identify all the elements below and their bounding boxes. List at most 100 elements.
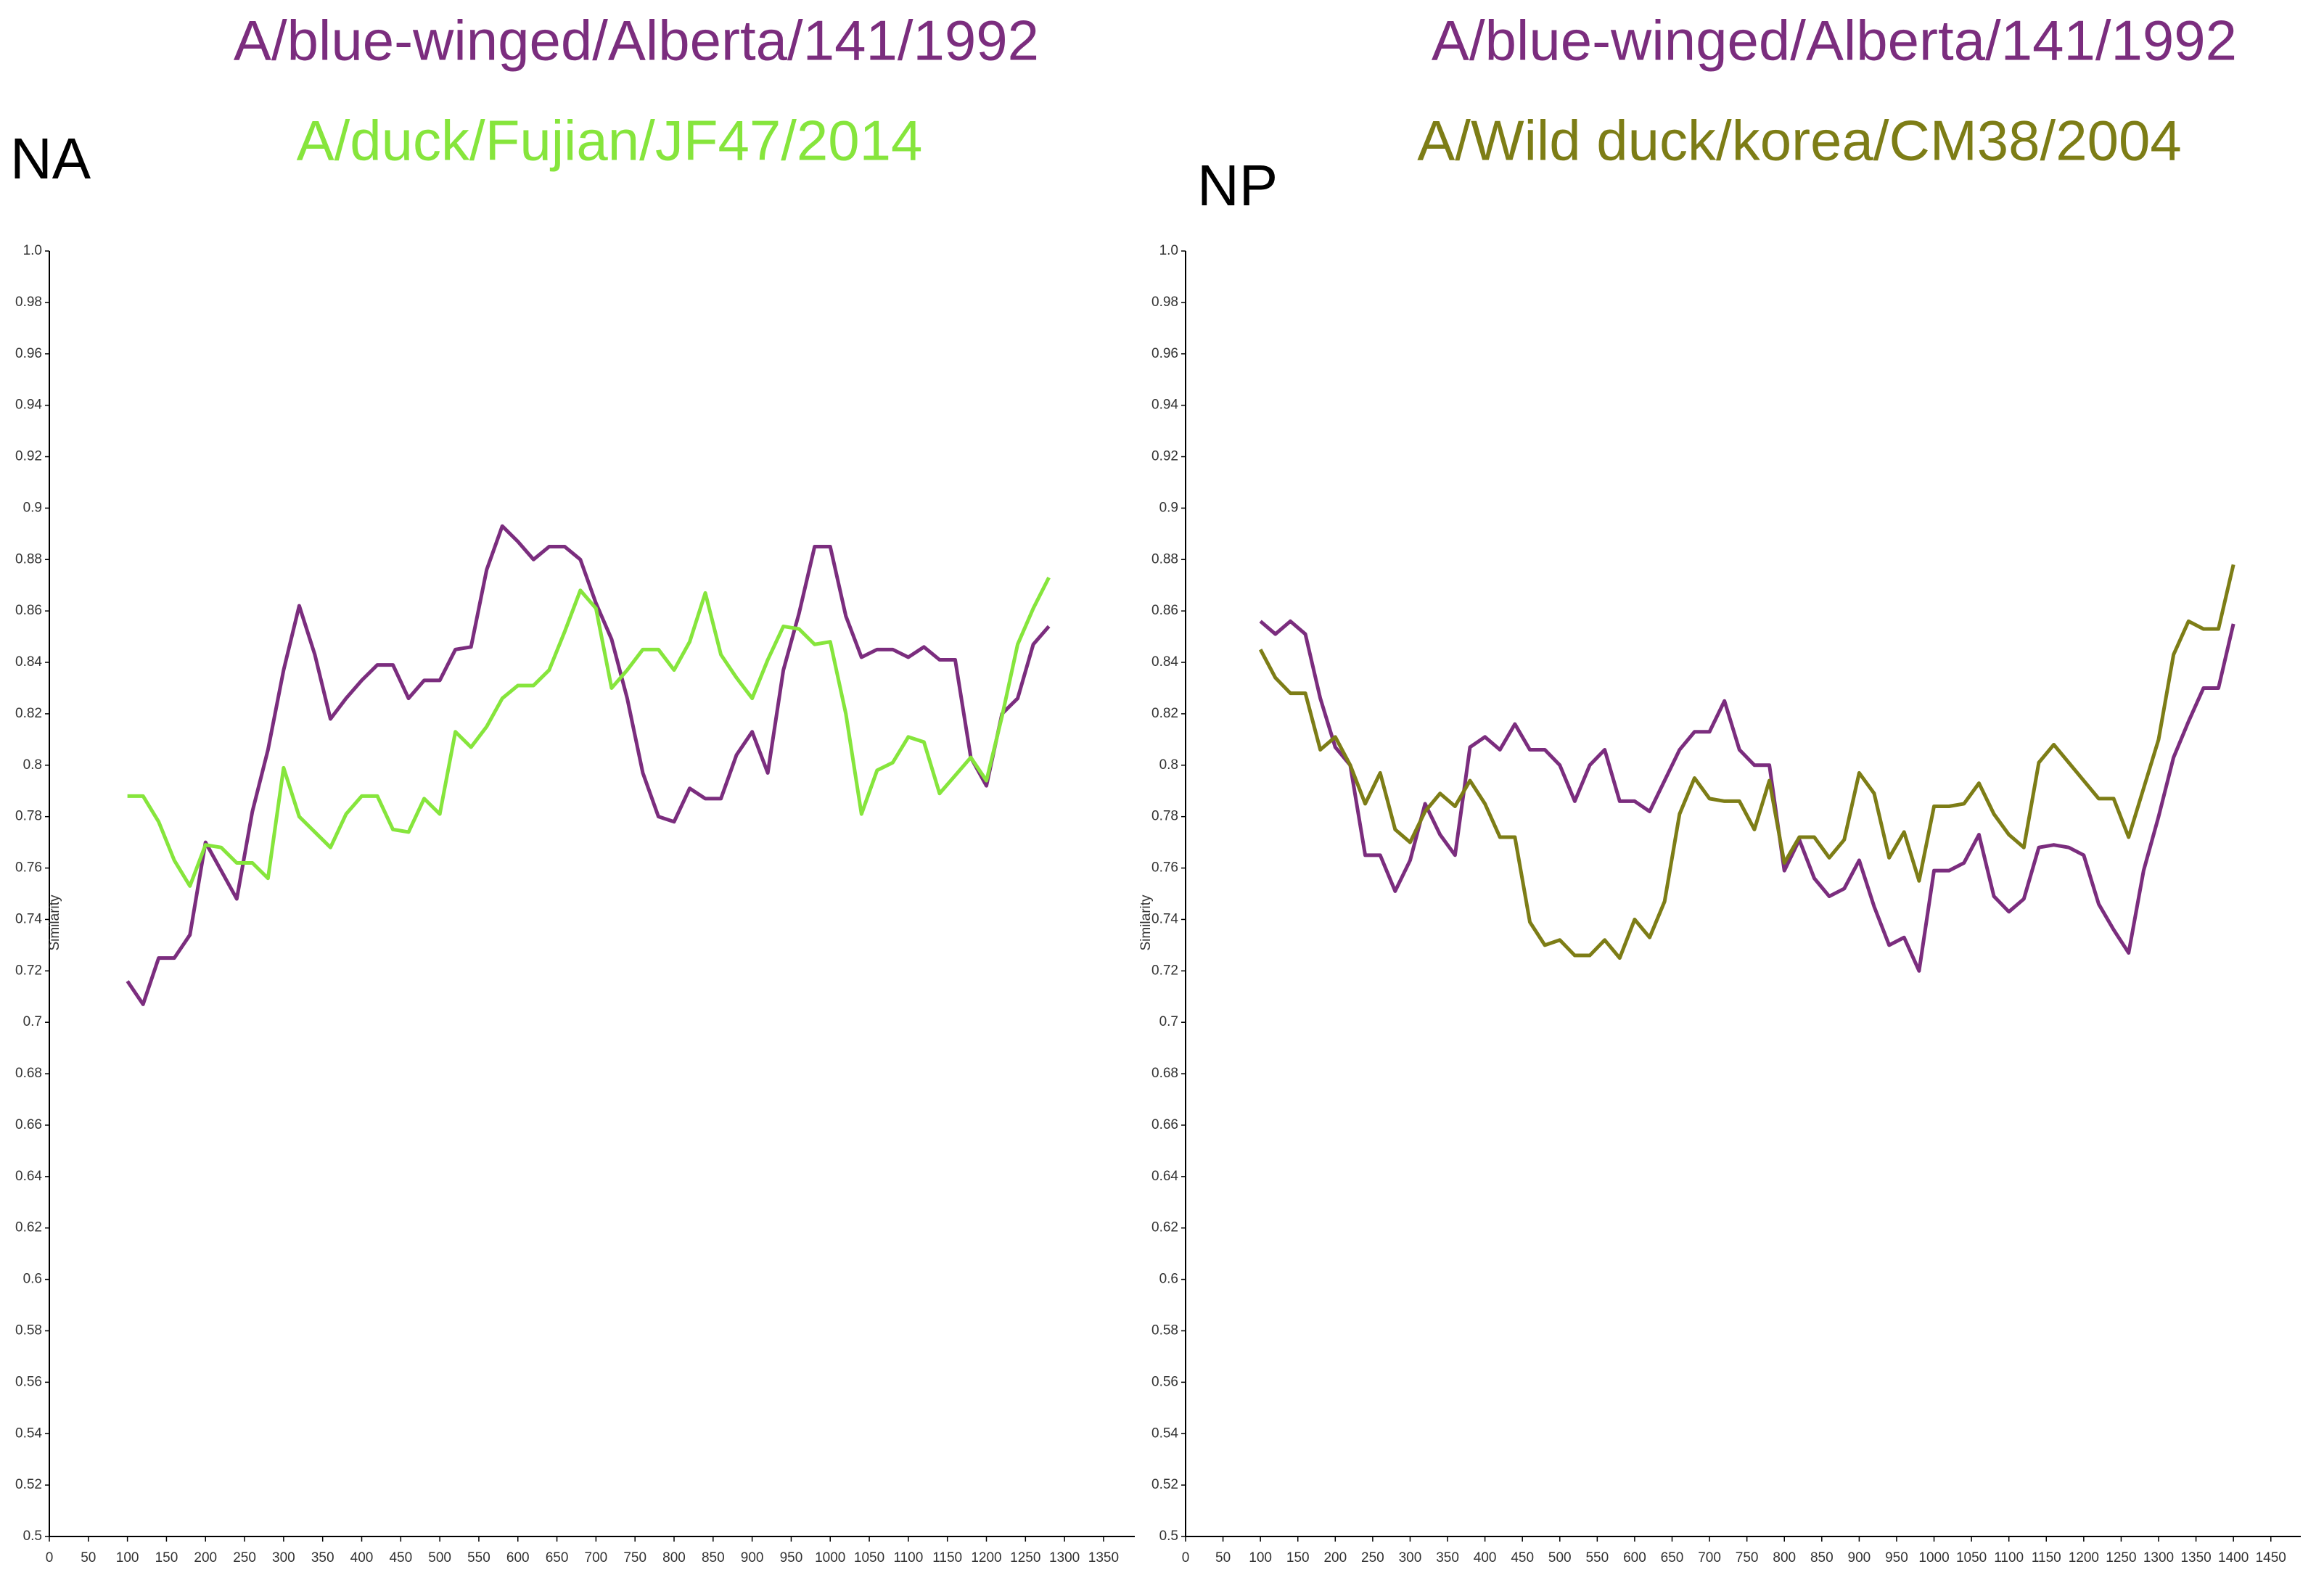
- y-tick-label: 0.88: [15, 551, 42, 567]
- x-tick-label: 900: [741, 1550, 764, 1566]
- x-tick-label: 650: [546, 1550, 569, 1566]
- legend-entry: A/duck/Fujian/JF47/2014: [297, 109, 923, 173]
- y-tick-label: 0.78: [1151, 809, 1178, 824]
- y-tick-label: 0.62: [1151, 1220, 1178, 1235]
- x-tick-label: 400: [1474, 1550, 1497, 1566]
- y-tick-label: 0.84: [1151, 654, 1178, 670]
- x-tick-label: 250: [1361, 1550, 1384, 1566]
- y-tick-label: 0.6: [23, 1272, 42, 1287]
- x-tick-label: 200: [1323, 1550, 1347, 1566]
- x-tick-label: 850: [702, 1550, 725, 1566]
- y-tick-label: 0.74: [1151, 911, 1178, 926]
- x-tick-label: 550: [1585, 1550, 1609, 1566]
- y-tick-label: 0.7: [23, 1014, 42, 1029]
- y-tick-label: 0.66: [15, 1117, 42, 1132]
- x-tick-label: 300: [1399, 1550, 1422, 1566]
- y-tick-label: 0.96: [1151, 346, 1178, 361]
- y-tick-label: 0.92: [15, 449, 42, 464]
- y-tick-label: 1.0: [1159, 243, 1178, 258]
- y-tick-label: 0.72: [15, 963, 42, 978]
- series-line: [127, 576, 1051, 888]
- x-tick-label: 1050: [854, 1550, 884, 1566]
- x-tick-label: 150: [155, 1550, 178, 1566]
- x-tick-label: 150: [1286, 1550, 1310, 1566]
- series-line: [1258, 564, 2235, 960]
- y-tick-label: 0.9: [23, 500, 42, 515]
- x-tick-label: 500: [428, 1550, 451, 1566]
- y-tick-label: 0.5: [23, 1529, 42, 1544]
- x-tick-label: 450: [1511, 1550, 1534, 1566]
- x-tick-label: 200: [194, 1550, 217, 1566]
- y-tick-label: 0.58: [15, 1322, 42, 1338]
- x-tick-label: 700: [1698, 1550, 1721, 1566]
- x-tick-label: 1050: [1956, 1550, 1987, 1566]
- x-tick-label: 750: [623, 1550, 646, 1566]
- x-tick-label: 50: [1215, 1550, 1231, 1566]
- x-tick-label: 1000: [815, 1550, 845, 1566]
- x-tick-label: 1200: [2069, 1550, 2099, 1566]
- y-tick-label: 0.54: [15, 1426, 42, 1441]
- x-tick-label: 1150: [2032, 1550, 2061, 1566]
- y-tick-label: 0.58: [1151, 1322, 1178, 1338]
- y-tick-label: 0.56: [15, 1374, 42, 1389]
- y-tick-label: 0.66: [1151, 1117, 1178, 1132]
- panel-title: NP: [1197, 153, 1278, 218]
- y-tick-label: 0.9: [1159, 500, 1178, 515]
- x-tick-label: 0: [46, 1550, 54, 1566]
- y-axis-label: Similarity: [47, 894, 62, 951]
- x-tick-label: 900: [1848, 1550, 1871, 1566]
- x-tick-label: 950: [780, 1550, 803, 1566]
- x-tick-label: 0: [1182, 1550, 1190, 1566]
- y-tick-label: 0.68: [15, 1066, 42, 1081]
- x-tick-label: 1150: [932, 1550, 962, 1566]
- y-tick-label: 1.0: [23, 243, 42, 258]
- x-tick-label: 850: [1810, 1550, 1834, 1566]
- x-tick-label: 1200: [971, 1550, 1001, 1566]
- y-tick-label: 0.72: [1151, 963, 1178, 978]
- x-tick-label: 600: [1623, 1550, 1646, 1566]
- x-tick-label: 100: [116, 1550, 139, 1566]
- y-tick-label: 0.76: [1151, 860, 1178, 876]
- y-tick-label: 0.98: [15, 295, 42, 310]
- y-tick-label: 0.82: [1151, 706, 1178, 721]
- y-tick-label: 0.92: [1151, 449, 1178, 464]
- x-tick-label: 1450: [2256, 1550, 2286, 1566]
- x-tick-label: 400: [350, 1550, 374, 1566]
- x-tick-label: 50: [81, 1550, 96, 1566]
- x-tick-label: 800: [662, 1550, 686, 1566]
- x-tick-label: 100: [1249, 1550, 1272, 1566]
- y-tick-label: 0.8: [1159, 757, 1178, 773]
- y-tick-label: 0.76: [15, 860, 42, 876]
- y-tick-label: 0.6: [1159, 1272, 1178, 1287]
- y-tick-label: 0.56: [1151, 1374, 1178, 1389]
- x-tick-label: 450: [389, 1550, 412, 1566]
- x-tick-label: 800: [1773, 1550, 1796, 1566]
- x-tick-label: 1100: [893, 1550, 923, 1566]
- x-tick-label: 350: [1436, 1550, 1459, 1566]
- y-tick-label: 0.84: [15, 654, 42, 670]
- y-tick-label: 0.94: [15, 398, 42, 413]
- series-line: [1259, 619, 2235, 973]
- y-tick-label: 0.68: [1151, 1066, 1178, 1081]
- x-tick-label: 950: [1885, 1550, 1908, 1566]
- y-tick-label: 0.52: [1151, 1477, 1178, 1492]
- x-tick-label: 1250: [2106, 1550, 2136, 1566]
- x-tick-label: 550: [467, 1550, 490, 1566]
- x-tick-label: 250: [233, 1550, 256, 1566]
- x-tick-label: 1400: [2218, 1550, 2249, 1566]
- y-tick-label: 0.96: [15, 346, 42, 361]
- y-tick-label: 0.64: [15, 1169, 42, 1184]
- y-tick-label: 0.62: [15, 1220, 42, 1235]
- x-tick-label: 1100: [1994, 1550, 2024, 1566]
- x-tick-label: 1250: [1010, 1550, 1040, 1566]
- x-tick-label: 1300: [1049, 1550, 1080, 1566]
- series-line: [126, 524, 1051, 1006]
- x-tick-label: 600: [506, 1550, 530, 1566]
- y-tick-label: 0.74: [15, 911, 42, 926]
- y-tick-label: 0.7: [1159, 1014, 1178, 1029]
- y-tick-label: 0.82: [15, 706, 42, 721]
- x-tick-label: 1000: [1918, 1550, 1949, 1566]
- x-tick-label: 650: [1661, 1550, 1684, 1566]
- legend-entry: A/blue-winged/Alberta/141/1992: [1432, 9, 2237, 73]
- y-tick-label: 0.64: [1151, 1169, 1178, 1184]
